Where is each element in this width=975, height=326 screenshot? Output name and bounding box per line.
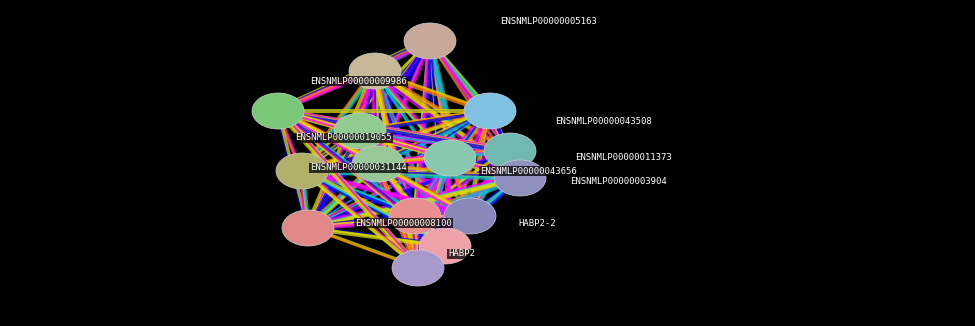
Text: ENSNMLP00000003904: ENSNMLP00000003904 (570, 176, 667, 185)
Ellipse shape (352, 146, 404, 182)
Ellipse shape (444, 198, 496, 234)
Text: ENSNMLP00000011373: ENSNMLP00000011373 (575, 154, 672, 162)
Text: ENSNMLP00000031144: ENSNMLP00000031144 (310, 164, 407, 172)
Text: ENSNMLP00000008100: ENSNMLP00000008100 (355, 218, 451, 228)
Ellipse shape (349, 53, 401, 89)
Ellipse shape (464, 93, 516, 129)
Ellipse shape (334, 113, 386, 149)
Text: ENSNMLP00000019055: ENSNMLP00000019055 (295, 134, 392, 142)
Ellipse shape (424, 140, 476, 176)
Text: ENSNMLP00000009986: ENSNMLP00000009986 (310, 77, 407, 85)
Text: HABP2-2: HABP2-2 (518, 218, 556, 228)
Text: HABP2: HABP2 (448, 249, 475, 259)
Text: ENSNMLP00000043656: ENSNMLP00000043656 (480, 167, 577, 175)
Ellipse shape (282, 210, 334, 246)
Ellipse shape (494, 160, 546, 196)
Ellipse shape (419, 228, 471, 264)
Ellipse shape (404, 23, 456, 59)
Ellipse shape (276, 153, 328, 189)
Ellipse shape (392, 250, 444, 286)
Ellipse shape (252, 93, 304, 129)
Text: ENSNMLP00000005163: ENSNMLP00000005163 (500, 17, 597, 25)
Ellipse shape (484, 133, 536, 169)
Ellipse shape (389, 198, 441, 234)
Text: ENSNMLP00000043508: ENSNMLP00000043508 (555, 116, 651, 126)
